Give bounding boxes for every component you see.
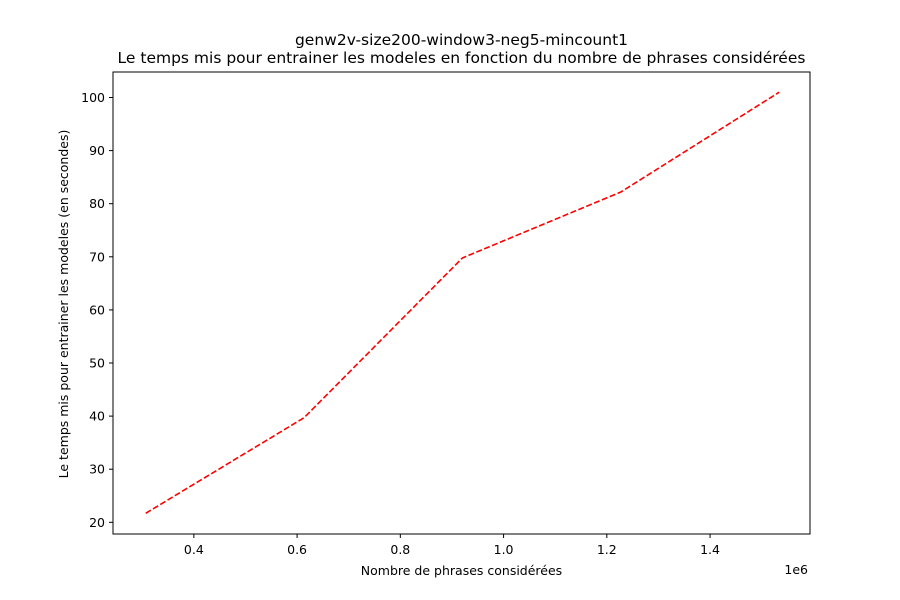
y-tick-label: 80	[89, 196, 105, 211]
series-line	[145, 91, 780, 514]
y-tick-label: 40	[89, 409, 105, 424]
y-tick-label: 20	[89, 515, 105, 530]
chart-title-line2: Le temps mis pour entrainer les modeles …	[118, 49, 806, 67]
plot-area: 0.4 0.6 0.8 1.0 1.2 1.4 20 30 40 50 60 70 80 90 100	[81, 71, 811, 557]
y-tick-label: 90	[89, 143, 105, 158]
y-tick-label: 70	[89, 249, 105, 264]
x-tick-label: 0.4	[184, 542, 204, 557]
x-axis-offset-label: 1e6	[784, 562, 808, 577]
y-tick-label: 100	[81, 90, 105, 105]
x-tick-label: 0.8	[390, 542, 410, 557]
y-axis-label: Le temps mis pour entrainer les modeles …	[56, 130, 71, 479]
x-tick-label: 0.6	[287, 542, 307, 557]
x-tick-label: 1.2	[597, 542, 617, 557]
y-tick-label: 50	[89, 356, 105, 371]
x-tick-label: 1.0	[494, 542, 514, 557]
chart-title-line1: genw2v-size200-window3-neg5-mincount1	[295, 31, 628, 49]
y-tick-label: 30	[89, 462, 105, 477]
y-tick-label: 60	[89, 302, 105, 317]
x-tick-label: 1.4	[700, 542, 720, 557]
plot-frame	[112, 71, 811, 535]
x-axis-label: Nombre de phrases considérées	[361, 563, 562, 578]
